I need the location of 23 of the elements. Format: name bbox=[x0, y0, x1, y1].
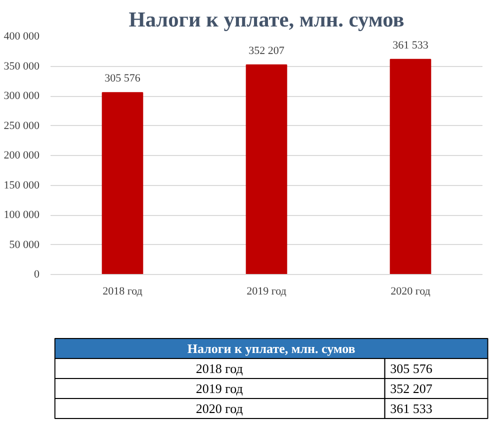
y-tick-label: 200 000 bbox=[4, 150, 40, 162]
category-label: 2020 год bbox=[196, 401, 243, 416]
x-tick-label: 2020 год bbox=[390, 286, 431, 298]
text: 352 207 bbox=[390, 381, 432, 396]
chart-title: Налоги к уплате, млн. сумов bbox=[128, 8, 404, 32]
text: 305 576 bbox=[390, 361, 432, 376]
x-tick-label: 2019 год bbox=[246, 286, 287, 298]
y-tick-label: 400 000 bbox=[4, 30, 40, 42]
y-tick-label: 250 000 bbox=[4, 120, 40, 132]
x-tick-label: 2018 год bbox=[102, 286, 143, 298]
category-label: 2019 год bbox=[196, 381, 243, 396]
data-label: 305 576 bbox=[104, 72, 141, 85]
y-tick-label: 100 000 bbox=[4, 209, 40, 221]
data-label: 352 207 bbox=[248, 44, 285, 57]
y-tick-label: 150 000 bbox=[4, 179, 40, 192]
category-label: 2018 год bbox=[196, 361, 243, 376]
text: Налоги к уплате, млн. сумов bbox=[187, 341, 356, 356]
text: 361 533 bbox=[390, 401, 432, 416]
y-tick-label: 350 000 bbox=[4, 60, 40, 72]
y-tick-label: 0 bbox=[34, 268, 40, 280]
data-label: 361 533 bbox=[392, 39, 429, 52]
y-tick-label: 50 000 bbox=[9, 238, 40, 251]
y-tick-label: 300 000 bbox=[4, 90, 40, 102]
